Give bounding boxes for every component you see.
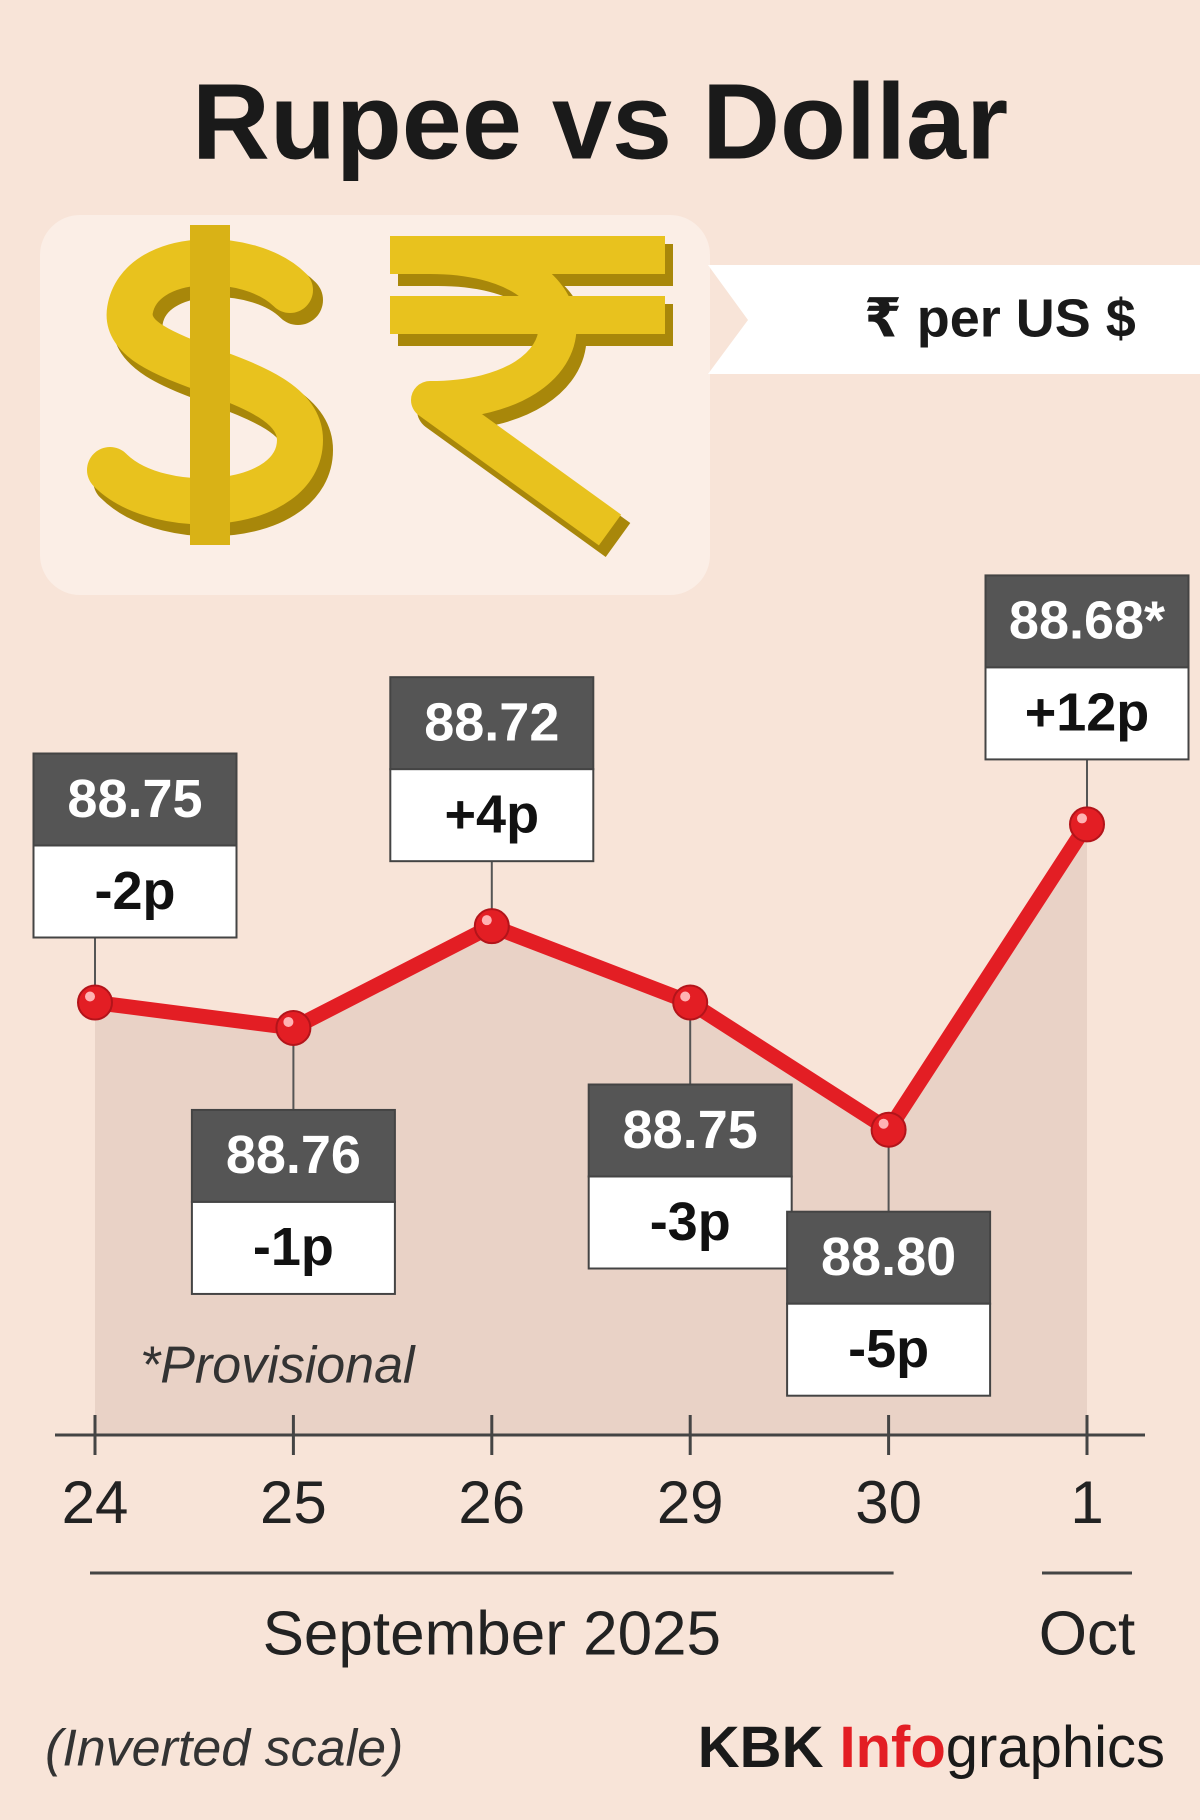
point [77, 984, 113, 1021]
point [473, 908, 510, 945]
change-box [984, 666, 1190, 761]
line [87, 816, 1095, 1138]
change-box [786, 1302, 992, 1397]
change-box [32, 844, 238, 939]
value-label: 88.76 [226, 1125, 361, 1185]
value-box [190, 1108, 396, 1203]
group-label: September 2025 [263, 1599, 721, 1668]
change-label: -1p [253, 1217, 334, 1277]
x-tick-label: 29 [657, 1469, 724, 1536]
change-label: -3p [650, 1192, 731, 1252]
value-label: 88.75 [623, 1100, 758, 1160]
point [870, 1111, 907, 1148]
currency-icon [40, 215, 710, 595]
chart-title: Rupee vs Dollar [192, 61, 1008, 182]
point [1069, 806, 1105, 843]
point [275, 1009, 312, 1046]
note: *Provisional [140, 1337, 416, 1395]
value-label: 88.75 [67, 769, 202, 829]
unit-label: ₹ per US $ [864, 288, 1136, 348]
point-highlight [1077, 813, 1087, 824]
change-label: +4p [445, 784, 540, 844]
unit-banner [708, 265, 1200, 374]
x-tick-label: 25 [260, 1469, 327, 1536]
x-tick-label: 26 [458, 1469, 525, 1536]
x-tick-label: 1 [1070, 1469, 1103, 1536]
credit-rest: graphics [946, 1715, 1165, 1780]
credit-info: Info [839, 1715, 945, 1780]
point-highlight [85, 991, 95, 1002]
point-highlight [878, 1118, 889, 1129]
group-label: Oct [1039, 1599, 1135, 1668]
credit-brand: KBK [698, 1715, 824, 1780]
point [672, 984, 709, 1021]
point-highlight [283, 1016, 294, 1027]
x-tick-label: 24 [62, 1469, 129, 1536]
point-highlight [481, 915, 492, 926]
value-label: 88.80 [821, 1227, 956, 1287]
x-tick-label: 30 [855, 1469, 922, 1536]
scale-note: (Inverted scale) [45, 1720, 403, 1778]
change-box [587, 1175, 793, 1270]
value-box [587, 1083, 793, 1178]
value-box [984, 574, 1190, 669]
value-label: 88.68* [1009, 591, 1165, 651]
value-box [389, 676, 595, 771]
change-label: -2p [95, 861, 176, 921]
change-label: +12p [1025, 683, 1150, 743]
value-label: 88.72 [424, 692, 559, 752]
change-label: -5p [848, 1319, 929, 1379]
point-highlight [680, 991, 691, 1002]
change-box [389, 768, 595, 863]
value-box [786, 1210, 992, 1305]
credit: KBK Infographics [698, 1715, 1165, 1780]
change-box [190, 1200, 396, 1295]
